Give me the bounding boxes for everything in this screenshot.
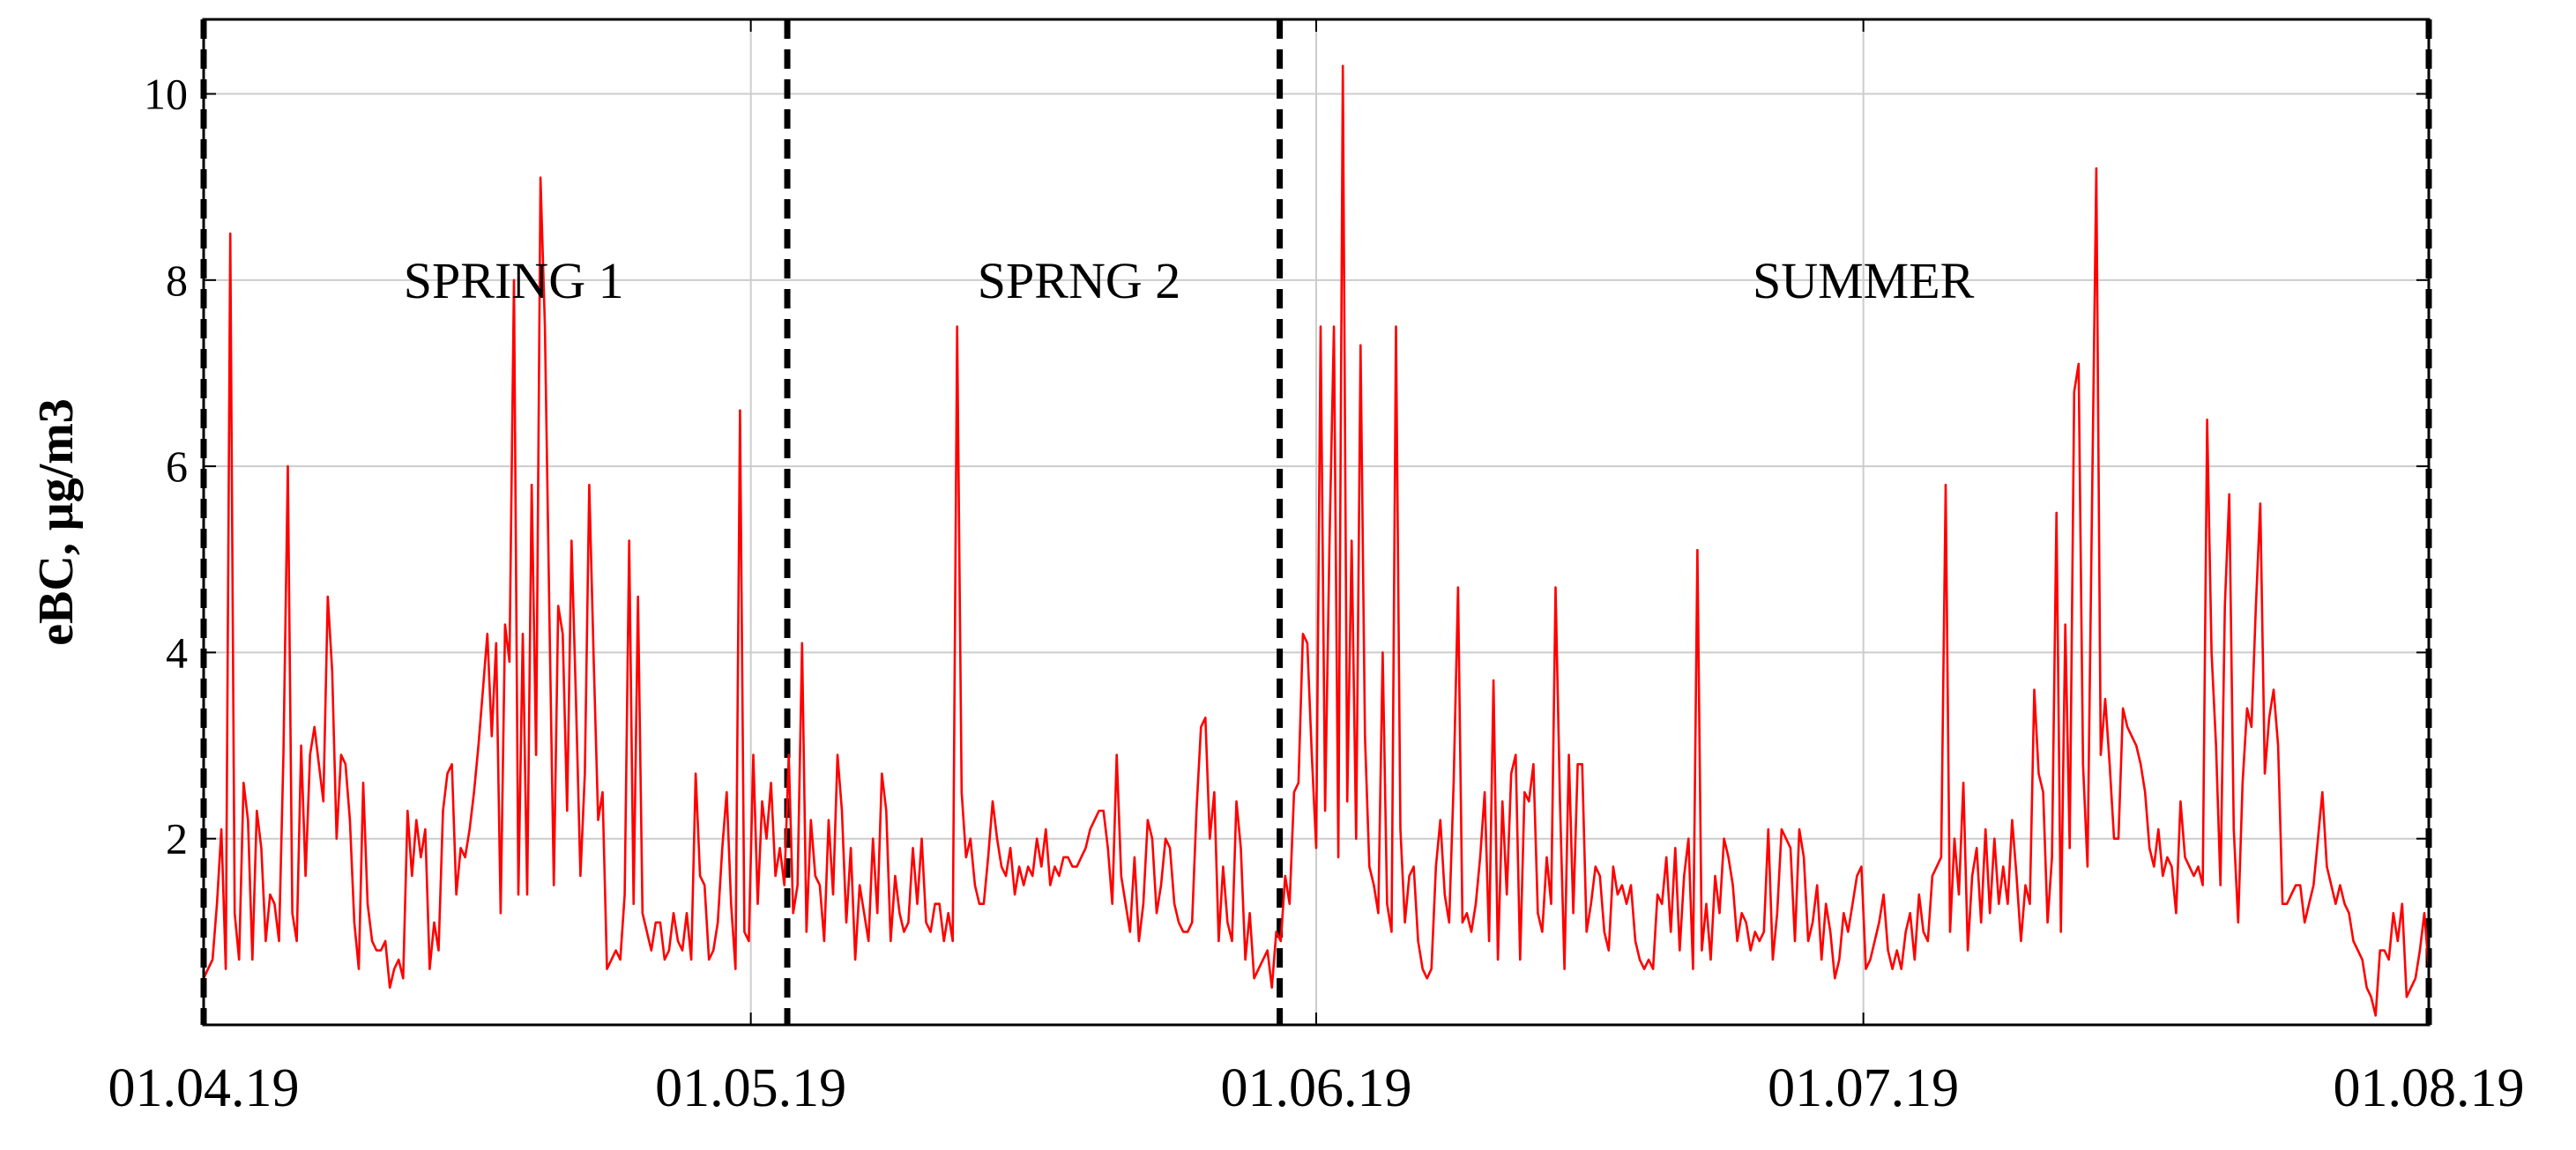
y-tick-label: 8 [166,256,188,305]
x-tick-label: 01.04.19 [108,1058,300,1118]
period-labels: SPRING 1 SPRNG 2 SUMMER [404,252,1975,309]
x-tick-label: 01.07.19 [1768,1058,1959,1118]
series-layer [202,64,2431,1017]
y-tick-label: 4 [166,627,188,677]
period-label: SUMMER [1753,252,1975,309]
ebc-series-line [202,64,2431,1017]
y-tick-label: 6 [166,441,188,491]
x-axis-ticks: 01.04.19 01.05.19 01.06.19 01.07.19 01.08.19 [108,19,2525,1118]
y-tick-label: 10 [144,70,188,119]
x-tick-label: 01.08.19 [2334,1058,2525,1118]
y-axis-ticks: 2 4 6 8 10 [144,70,2429,864]
period-label: SPRING 1 [404,252,624,309]
x-tick-label: 01.06.19 [1221,1058,1412,1118]
period-label: SPRNG 2 [978,252,1180,309]
x-tick-label: 01.05.19 [655,1058,846,1118]
y-tick-label: 2 [166,814,188,864]
y-axis-label: eBC, μg/m3 [29,398,84,646]
